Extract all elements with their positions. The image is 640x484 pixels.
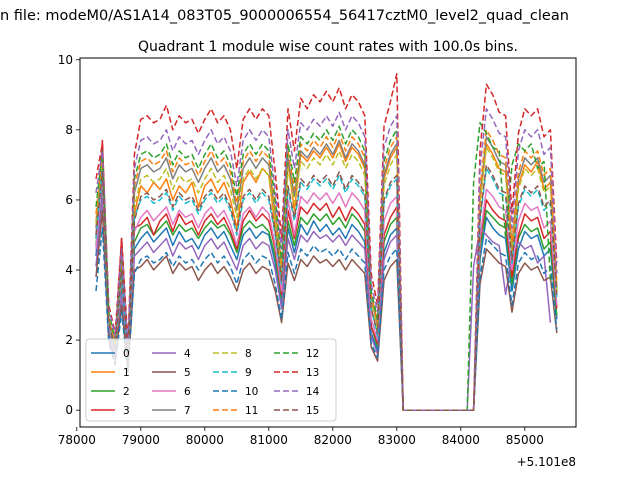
legend-label: 9 — [245, 367, 252, 379]
y-tick-label: 10 — [58, 53, 73, 67]
y-tick-label: 0 — [65, 403, 73, 417]
chart-title: Quadrant 1 module wise count rates with … — [138, 39, 518, 55]
legend-label: 6 — [184, 386, 191, 398]
series-layer — [95, 73, 558, 411]
series-line-4 — [95, 195, 552, 411]
series-line-13 — [95, 73, 558, 411]
x-tick-label: 78000 — [58, 433, 96, 447]
y-tick-label: 6 — [65, 193, 73, 207]
series-line-15 — [95, 164, 558, 411]
legend-label: 13 — [306, 367, 319, 379]
legend-label: 11 — [245, 405, 258, 417]
legend-label: 8 — [245, 348, 252, 360]
legend-label: 14 — [306, 386, 320, 398]
series-line-10 — [95, 227, 558, 411]
legend-label: 3 — [123, 405, 130, 417]
legend-label: 10 — [245, 386, 258, 398]
y-tick-label: 4 — [65, 263, 73, 277]
legend-frame — [85, 338, 337, 422]
legend-label: 0 — [123, 348, 130, 360]
y-tick-label: 8 — [65, 123, 73, 137]
y-tick-label: 2 — [65, 333, 73, 347]
legend-label: 2 — [123, 386, 130, 398]
plot-frame — [79, 57, 577, 428]
x-tick-label: 85000 — [506, 433, 544, 447]
legend-label: 7 — [184, 405, 191, 417]
x-offset-label: +5.101e8 — [517, 455, 576, 469]
x-tick-label: 80000 — [186, 433, 224, 447]
x-tick-label: 82000 — [314, 433, 352, 447]
figure-title: n file: modeM0/AS1A14_083T05_9000006554_… — [0, 8, 569, 24]
legend-label: 5 — [184, 367, 191, 379]
x-tick-label: 83000 — [378, 433, 416, 447]
series-line-8 — [95, 146, 558, 411]
series-line-12 — [95, 122, 552, 411]
y-axis: 0 2 4 6 8 10 — [58, 53, 80, 417]
x-axis: 78000 79000 80000 81000 82000 83000 84000 85000 — [58, 427, 544, 447]
legend-label: 1 — [123, 367, 130, 379]
legend-label: 4 — [184, 348, 191, 360]
legend-label: 15 — [306, 405, 319, 417]
x-tick-label: 79000 — [122, 433, 160, 447]
x-tick-label: 81000 — [250, 433, 288, 447]
x-tick-label: 84000 — [442, 433, 480, 447]
legend-label: 12 — [306, 348, 319, 360]
